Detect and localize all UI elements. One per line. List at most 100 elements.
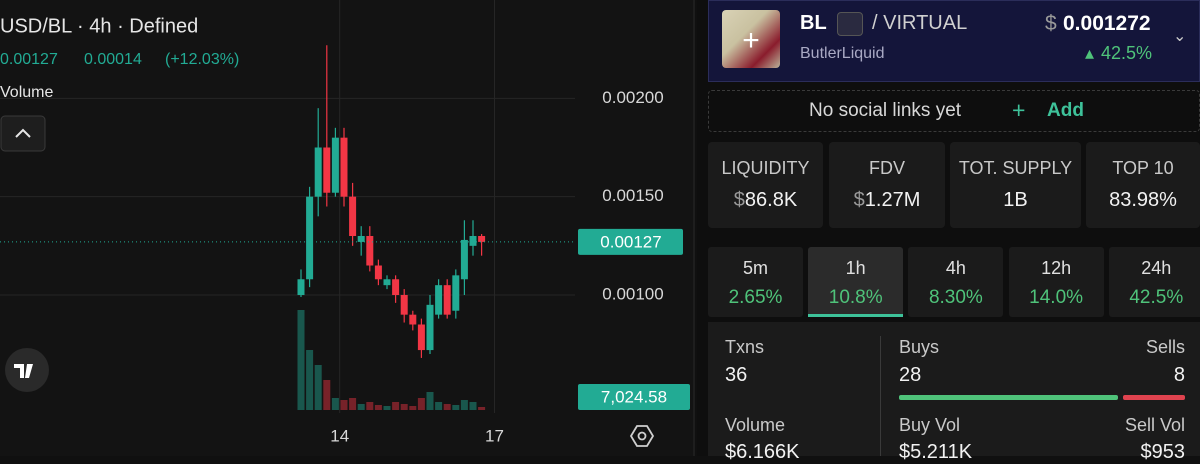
price-change-arrow: ▴ <box>1085 43 1095 63</box>
collapse-button[interactable] <box>0 115 46 152</box>
candle-body <box>469 236 477 246</box>
chevron-up <box>15 128 31 138</box>
candle-body <box>400 295 408 315</box>
token-image: + <box>722 10 780 68</box>
txns-box <box>708 322 1200 456</box>
stat-value: 1.27M <box>864 189 921 211</box>
volume-bar <box>460 400 468 410</box>
sells-value: 8 <box>1173 364 1185 386</box>
txns-value: 36 <box>725 364 748 386</box>
timeframe-tab[interactable]: 24h 42.5% <box>1108 247 1200 317</box>
volume-bar <box>366 402 374 410</box>
stat-value: 83.98% <box>1109 189 1177 211</box>
token-image-plus: + <box>742 24 760 57</box>
txns-label: Txns <box>725 337 765 357</box>
y-tick-label: 0.00200 <box>602 88 663 107</box>
candle-body <box>417 324 425 351</box>
candle-body <box>435 285 443 315</box>
hexagon-hole <box>637 431 647 441</box>
token-panel: + BL / VIRTUAL $ 0.001272 ⌄ ButlerLiquid… <box>697 0 1200 463</box>
stat-value-row: $1.27M <box>829 189 945 212</box>
expand-chevron[interactable]: ⌄ <box>1173 28 1187 45</box>
token-name: ButlerLiquid <box>800 45 885 62</box>
volume-title: Volume <box>0 84 53 101</box>
candle-body <box>314 147 322 197</box>
stat-value-row: $86.8K <box>708 189 823 212</box>
timeframe-change: 42.5% <box>1129 287 1184 308</box>
volume-bar <box>331 398 339 410</box>
candle-body <box>452 275 460 311</box>
active-underline <box>808 314 904 317</box>
sell-vol-value: $953 <box>1140 441 1186 463</box>
timeframe-change: 2.65% <box>728 287 783 308</box>
candle-body <box>306 196 314 280</box>
buy-vol-label: Buy Vol <box>899 415 961 435</box>
candle-body <box>349 196 357 236</box>
legend-value: (+12.03%) <box>165 51 239 68</box>
stat-value-row: 1B <box>950 189 1081 212</box>
stat-box: LIQUIDITY $86.8K <box>708 142 823 228</box>
volume-bar <box>400 404 408 410</box>
volume-bar <box>340 400 348 410</box>
txns-divider <box>880 336 881 456</box>
y-tick-label: 0.00100 <box>602 284 663 303</box>
copy-button[interactable] <box>837 12 863 36</box>
candle-body <box>443 285 451 315</box>
volume-bar <box>349 398 357 410</box>
stat-currency: $ <box>733 189 745 211</box>
volume-bar <box>323 379 331 410</box>
sells-bar <box>1122 395 1185 400</box>
volume-bar <box>383 406 391 410</box>
token-quote: / VIRTUAL <box>872 12 968 34</box>
x-tick-label: 14 <box>330 426 349 445</box>
stat-label: TOP 10 <box>1112 158 1174 178</box>
stat-label: LIQUIDITY <box>721 158 810 178</box>
sell-vol-label: Sell Vol <box>1124 415 1185 435</box>
candle-body <box>323 147 331 193</box>
candle-body <box>383 279 391 286</box>
legend-value: 0.00014 <box>84 51 142 68</box>
candle-body <box>331 137 339 193</box>
legend-value: 0.00127 <box>0 51 58 68</box>
logo-glyph <box>14 364 33 378</box>
add-plus[interactable]: + <box>1012 97 1026 123</box>
timeframe-change: 8.30% <box>928 287 983 308</box>
candle-body <box>426 304 434 351</box>
timeframe-tab[interactable]: 12h 14.0% <box>1008 247 1104 317</box>
buy-sell-bar <box>899 395 1185 400</box>
volume-bar <box>443 404 451 410</box>
timeframe-tab[interactable]: 4h 8.30% <box>908 247 1004 317</box>
candle-body <box>478 236 486 242</box>
tradingview-logo[interactable] <box>5 348 49 392</box>
volume-bar <box>357 404 365 410</box>
timeframe-tab[interactable]: 5m 2.65% <box>708 247 803 317</box>
volume-bar <box>478 407 486 410</box>
timeframe-label: 12h <box>1041 258 1072 278</box>
buys-label: Buys <box>899 337 940 357</box>
buys-bar <box>899 395 1118 400</box>
candle-body <box>392 279 400 295</box>
timeframe-label: 5m <box>742 258 768 278</box>
volume-bar <box>435 402 443 410</box>
chart-title: USD/BL · 4h · Defined <box>0 15 198 37</box>
button-frame <box>0 115 46 152</box>
sells-label: Sells <box>1145 337 1185 357</box>
x-tick-label: 17 <box>485 426 504 445</box>
price-change: 42.5% <box>1101 43 1153 63</box>
timeframe-label: 1h <box>845 258 866 278</box>
volume-bar <box>417 398 425 410</box>
timeframe-tab[interactable]: 1h 10.8% <box>808 247 904 317</box>
last-price-label: 0.00127 <box>600 232 661 251</box>
settings-icon[interactable] <box>629 425 655 447</box>
last-volume-label: 7,024.58 <box>601 387 667 406</box>
stat-box: TOT. SUPPLY 1B <box>950 142 1081 228</box>
volume-bar <box>306 349 314 410</box>
volume-bar <box>409 406 417 410</box>
token-price: 0.001272 <box>1063 12 1151 35</box>
last-volume-box <box>578 384 690 410</box>
volume-bar <box>426 391 434 410</box>
timeframe-label: 24h <box>1141 258 1172 278</box>
volume-value: $6.166K <box>725 441 800 463</box>
add-link[interactable]: Add <box>1047 100 1084 121</box>
candle-body <box>340 137 348 197</box>
